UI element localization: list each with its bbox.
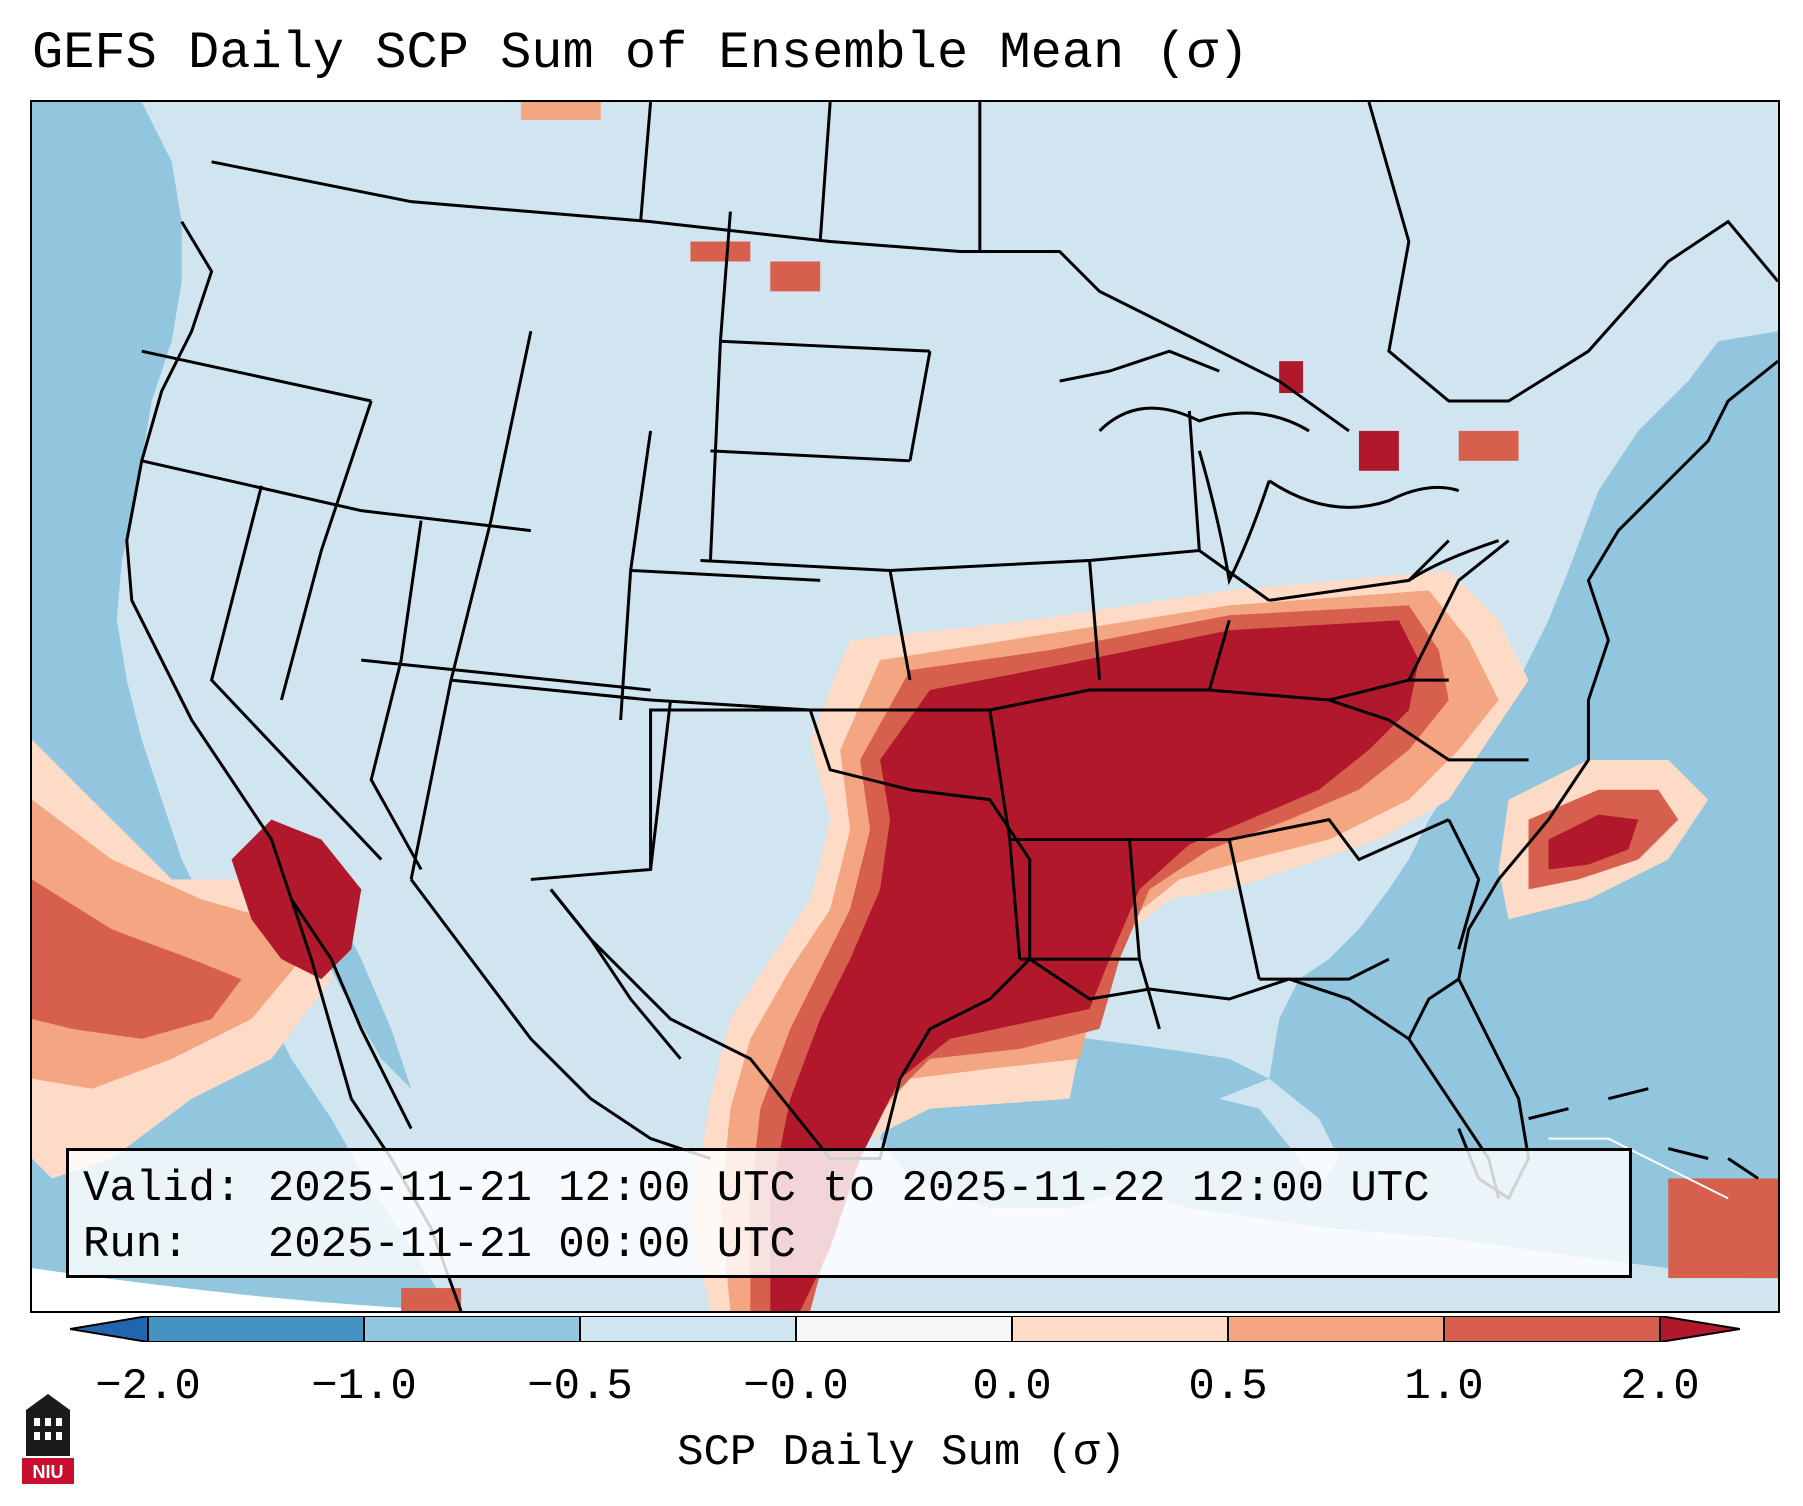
colorbar-segment-7 xyxy=(1444,1316,1660,1342)
scp-spot-bahamas xyxy=(1668,1178,1778,1279)
great-lakes-superior xyxy=(1059,349,1220,383)
west-coastline xyxy=(125,220,463,1311)
colorbar-segment-5 xyxy=(1012,1316,1228,1342)
colorbar-segment-4 xyxy=(796,1316,1012,1342)
canada-central-lines xyxy=(639,102,982,252)
niu-logo-icon: NIU xyxy=(22,1394,74,1484)
colorbar-tick-label: 2.0 xyxy=(1620,1362,1700,1412)
atlantic-coastline xyxy=(1457,359,1778,980)
texas-outline xyxy=(549,708,1032,1160)
great-lakes-outline xyxy=(1098,406,1500,586)
baja-coastline xyxy=(290,898,413,1130)
scp-spot-canada-top xyxy=(520,102,601,120)
run-time-line: Run: 2025-11-21 00:00 UTC xyxy=(83,1220,796,1270)
colorbar-segment-6 xyxy=(1228,1316,1444,1342)
colorbar-segment-2 xyxy=(364,1316,580,1342)
projection-outside-corner xyxy=(32,1268,511,1311)
colorbar-extend-low xyxy=(70,1316,148,1342)
colorbar-tick-label: 1.0 xyxy=(1404,1362,1484,1412)
mexico-lines xyxy=(409,878,711,1160)
scp-anomaly-layer xyxy=(32,102,1778,1311)
canada-us-border xyxy=(211,160,1350,433)
scp-region-pacific-mid xyxy=(32,879,242,1039)
map-panel xyxy=(30,100,1780,1313)
logo-window-grid xyxy=(34,1418,62,1440)
colorbar-tick-label: 0.5 xyxy=(1188,1362,1268,1412)
bahamas-islands xyxy=(1528,1087,1759,1180)
scp-spot-mexico-south xyxy=(401,1288,462,1311)
canada-northeast xyxy=(1367,102,1778,403)
colorbar-extend-high xyxy=(1660,1316,1740,1342)
gulf-coastline xyxy=(1028,957,1501,1199)
colorbar xyxy=(70,1316,1740,1342)
colorbar-ticks xyxy=(147,1316,1661,1342)
state-lines-central xyxy=(810,350,1529,1030)
colorbar-segment-3 xyxy=(580,1316,796,1342)
logo-red-banner xyxy=(22,1458,74,1484)
logo-text: NIU xyxy=(33,1462,64,1482)
scp-region-atlantic-high xyxy=(1548,814,1639,870)
scp-spot-manitoba-2 xyxy=(770,261,821,292)
scp-spot-quebec xyxy=(1458,430,1519,461)
colorbar-tick-label: −0.0 xyxy=(743,1362,849,1412)
scp-spot-manitoba-1 xyxy=(690,241,751,262)
colorbar-tick-label: −0.5 xyxy=(527,1362,633,1412)
colorbar-label: SCP Daily Sum (σ) xyxy=(677,1428,1126,1478)
scp-spot-ontario xyxy=(1358,430,1399,471)
validity-info-box: Valid: 2025-11-21 12:00 UTC to 2025-11-2… xyxy=(66,1148,1632,1278)
colorbar-tick-label: 0.0 xyxy=(972,1362,1052,1412)
colorbar-tick-label: −2.0 xyxy=(95,1362,201,1412)
map-canvas xyxy=(32,102,1778,1311)
valid-time-line: Valid: 2025-11-21 12:00 UTC to 2025-11-2… xyxy=(83,1164,1430,1214)
colorbar-tick-label: −1.0 xyxy=(311,1362,417,1412)
colorbar-segment-1 xyxy=(148,1316,364,1342)
map-title: GEFS Daily SCP Sum of Ensemble Mean (σ) xyxy=(32,24,1249,83)
scp-region-socal-high xyxy=(231,819,362,980)
cuba-outline xyxy=(1548,1137,1729,1200)
